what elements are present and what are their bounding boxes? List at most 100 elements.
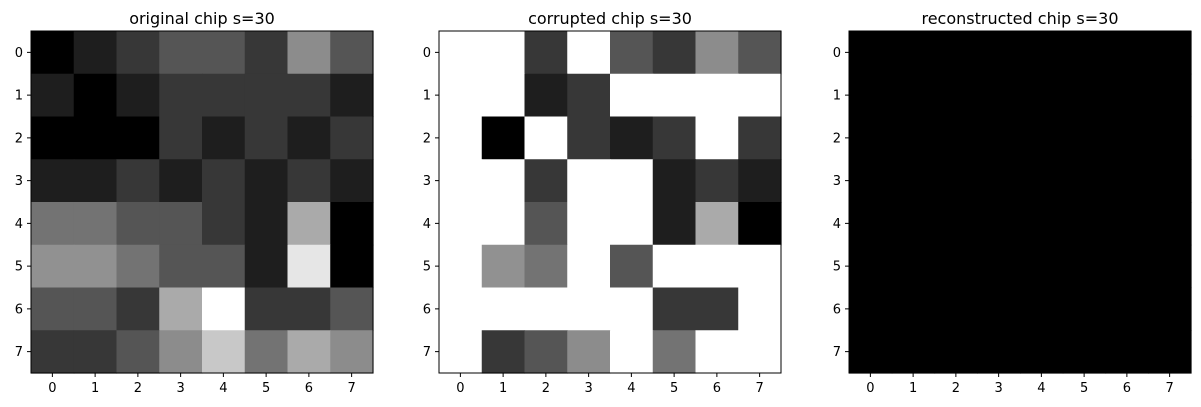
- heatmap-cell: [116, 116, 160, 160]
- heatmap-cell: [567, 31, 611, 75]
- heatmap-cell: [695, 202, 739, 246]
- heatmap-cell: [1105, 116, 1149, 160]
- y-tick-label: 6: [15, 302, 23, 317]
- heatmap-cell: [695, 116, 739, 160]
- heatmap-cell: [695, 31, 739, 75]
- heatmap-cell: [481, 202, 526, 246]
- heatmap-cell: [1062, 287, 1107, 331]
- x-tick-label: 6: [1123, 381, 1131, 396]
- heatmap-cell: [202, 159, 246, 203]
- heatmap-cell: [977, 330, 1021, 374]
- heatmap-cell: [287, 159, 331, 203]
- heatmap-cell: [567, 202, 611, 246]
- heatmap-cell: [1148, 31, 1192, 75]
- heatmap-cell: [610, 202, 654, 246]
- heatmap-cell: [695, 244, 739, 289]
- y-tick-label: 0: [423, 46, 431, 61]
- heatmap-cell: [244, 73, 289, 118]
- heatmap-cell: [977, 202, 1021, 246]
- x-tick-label: 6: [713, 381, 721, 396]
- heatmap-cell: [934, 330, 978, 374]
- y-tick-label: 5: [833, 260, 841, 275]
- heatmap-cell: [287, 31, 331, 75]
- heatmap-cell: [330, 159, 374, 203]
- heatmap-cell: [1062, 244, 1107, 289]
- heatmap-cell: [159, 202, 203, 246]
- x-tick-label: 3: [176, 381, 184, 396]
- heatmap-cell: [524, 31, 568, 75]
- heatmap-cell: [891, 73, 936, 118]
- heatmap-cell: [849, 244, 893, 289]
- heatmap-cell: [73, 116, 118, 160]
- heatmap-cell: [934, 202, 978, 246]
- heatmap-cell: [1148, 159, 1192, 203]
- heatmap-cell: [73, 159, 118, 203]
- heatmap-cell: [1062, 73, 1107, 118]
- y-tick-label: 7: [833, 345, 841, 360]
- axes-frame: [438, 30, 782, 374]
- heatmap-cell: [934, 159, 978, 203]
- y-tick-label: 6: [423, 302, 431, 317]
- heatmap-cell: [439, 244, 483, 289]
- x-tick-label: 4: [219, 381, 227, 396]
- x-tick-label: 4: [627, 381, 635, 396]
- heatmap-cell: [849, 31, 893, 75]
- y-tick-label: 4: [423, 217, 431, 232]
- heatmap-cell: [695, 330, 739, 374]
- chart-title: corrupted chip s=30: [528, 9, 692, 28]
- heatmap-cell: [73, 244, 118, 289]
- heatmap-cell: [934, 116, 978, 160]
- heatmap-cell: [1020, 330, 1064, 374]
- heatmap-cell: [891, 330, 936, 374]
- heatmap-cell: [1020, 287, 1064, 331]
- heatmap-cell: [652, 31, 697, 75]
- heatmap-cell: [934, 287, 978, 331]
- heatmap-cell: [1148, 116, 1192, 160]
- heatmap-cell: [439, 330, 483, 374]
- heatmap-cell: [738, 159, 782, 203]
- heatmap-cell: [287, 287, 331, 331]
- heatmap-cell: [695, 287, 739, 331]
- heatmap-cell: [31, 244, 75, 289]
- heatmap-cell: [977, 31, 1021, 75]
- heatmap-cell: [73, 202, 118, 246]
- x-tick-label: 0: [48, 381, 56, 396]
- y-tick-label: 2: [833, 131, 841, 146]
- heatmap-cell: [524, 159, 568, 203]
- heatmap-cell: [738, 244, 782, 289]
- heatmap-cell: [330, 73, 374, 118]
- y-axis: 0 1 2 3 4 5 6 7: [423, 46, 439, 360]
- axes-frame: [848, 30, 1192, 374]
- heatmap-cell: [116, 31, 160, 75]
- heatmap-cell: [1020, 202, 1064, 246]
- heatmap-cell: [481, 159, 526, 203]
- heatmap-cell: [159, 116, 203, 160]
- x-tick-label: 6: [305, 381, 313, 396]
- y-tick-label: 5: [423, 260, 431, 275]
- heatmap-panel-original: original chip s=30 0 1 2 3 4 5 6 7 0 1 2 3 4 5 6 7: [15, 9, 374, 396]
- y-tick-label: 3: [833, 174, 841, 189]
- heatmap-cell: [439, 202, 483, 246]
- x-tick-label: 2: [134, 381, 142, 396]
- heatmap-cell: [1020, 73, 1064, 118]
- x-tick-label: 0: [456, 381, 464, 396]
- heatmap-cells: [849, 31, 1192, 374]
- heatmap-cell: [202, 287, 246, 331]
- heatmap-cell: [524, 287, 568, 331]
- heatmap-cell: [116, 330, 160, 374]
- chart-title: original chip s=30: [129, 9, 275, 28]
- heatmap-cell: [849, 159, 893, 203]
- heatmap-cell: [652, 116, 697, 160]
- heatmap-cell: [287, 73, 331, 118]
- heatmap-cell: [31, 73, 75, 118]
- heatmap-cell: [610, 73, 654, 118]
- heatmap-cell: [31, 330, 75, 374]
- y-tick-label: 1: [833, 89, 841, 104]
- y-axis: 0 1 2 3 4 5 6 7: [833, 46, 849, 360]
- heatmap-cell: [159, 244, 203, 289]
- x-tick-label: 5: [670, 381, 678, 396]
- heatmap-cell: [73, 73, 118, 118]
- heatmap-cell: [244, 116, 289, 160]
- heatmap-cell: [116, 244, 160, 289]
- heatmap-cell: [73, 330, 118, 374]
